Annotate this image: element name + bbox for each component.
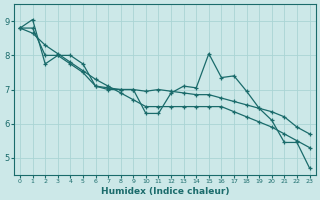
X-axis label: Humidex (Indice chaleur): Humidex (Indice chaleur) [100,187,229,196]
